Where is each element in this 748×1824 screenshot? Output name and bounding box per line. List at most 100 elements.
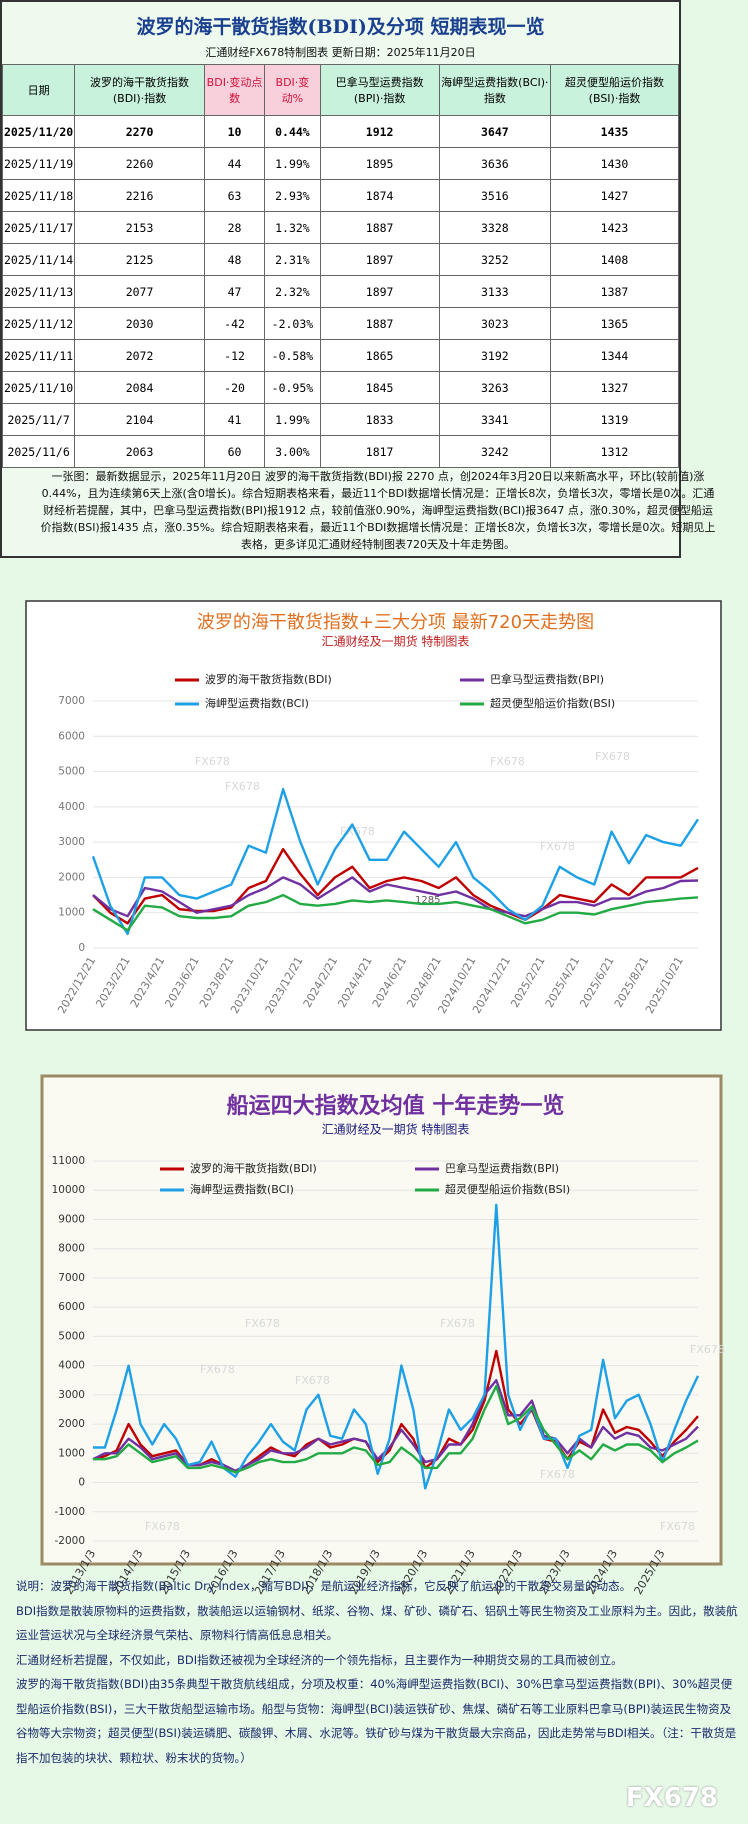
table-cell: 1435 — [550, 115, 679, 148]
table-cell: -2.03% — [264, 307, 321, 340]
table-row: 2025/11/10 2084 -20 -0.95% 1845 3263 1327 — [1, 371, 679, 404]
series-line — [92, 893, 699, 932]
table-title: 波罗的海干散货指数(BDI)及分项 短期表现一览 — [136, 16, 545, 38]
table-cell: 2153 — [74, 211, 205, 244]
table-cell: 1833 — [319, 403, 440, 436]
table-cell: 10 — [203, 115, 266, 148]
watermark: FX678 — [195, 755, 230, 768]
table-cell: 2025/11/19 — [1, 147, 76, 180]
watermark: FX678 — [200, 1363, 235, 1376]
watermark: FX678 — [660, 1520, 695, 1533]
column-header: BDI·变动% — [264, 64, 321, 116]
note-paragraph: 说明：波罗的海干散货指数(Baltic Dry Index，缩写BDI)，是航运… — [16, 1579, 632, 1593]
table-cell: 44 — [203, 147, 266, 180]
table-cell: 2025/11/17 — [1, 211, 76, 244]
table-cell: 1387 — [550, 275, 679, 308]
table-row: 2025/11/18 2216 63 2.93% 1874 3516 1427 — [1, 179, 679, 212]
table-row: 2025/11/14 2125 48 2.31% 1897 3252 1408 — [1, 243, 679, 276]
table-cell: 1874 — [319, 179, 440, 212]
table-cell: 2025/11/20 — [1, 115, 76, 148]
series-line — [92, 848, 699, 925]
x-tick-label: 2025/2/21 — [508, 955, 547, 1010]
table-cell: 2025/11/10 — [1, 371, 76, 404]
table-cell: 2025/11/12 — [1, 307, 76, 340]
note-paragraph: 波罗的海干散货指数(BDI)由35条典型干散货航线组成，分项及权重：40%海岬型… — [16, 1677, 737, 1765]
table-row: 2025/11/7 2104 41 1.99% 1833 3341 1319 — [1, 403, 679, 436]
table-cell: 1.99% — [264, 147, 321, 180]
y-tick-label: 9000 — [58, 1213, 85, 1225]
table-cell: 2025/11/11 — [1, 339, 76, 372]
summary-panel: 波罗的海干散货指数(BDI)及分项 短期表现一览 汇通财经FX678特制图表 更… — [0, 0, 681, 558]
table-cell: 1.32% — [264, 211, 321, 244]
table-cell: 2084 — [74, 371, 205, 404]
table-cell: 3.00% — [264, 435, 321, 468]
chart-frame — [25, 600, 722, 1031]
y-tick-label: 5000 — [58, 1330, 85, 1342]
note-paragraph: BDI指数是散装原物料的运费指数，散装船运以运输钢材、纸浆、谷物、煤、矿砂、磷矿… — [16, 1603, 738, 1643]
data-table: 日期 波罗的海干散货指数(BDI)·指数 BDI·变动点数 BDI·变动% 巴拿马型运费… — [1, 64, 679, 468]
y-tick-label: 2000 — [58, 871, 85, 883]
x-tick-label: 2024/8/21 — [404, 955, 443, 1010]
x-tick-label: 2024/6/21 — [370, 955, 409, 1010]
table-cell: 3328 — [438, 211, 552, 244]
table-cell: 1319 — [550, 403, 679, 436]
table-cell: 2072 — [74, 339, 205, 372]
table-cell: 2270 — [74, 115, 205, 148]
y-tick-label: 7000 — [58, 695, 85, 707]
column-header: 巴拿马型运费指数(BPI)·指数 — [319, 64, 440, 116]
y-tick-label: 1000 — [58, 907, 85, 919]
legend-label: 巴拿马型运费指数(BPI) — [490, 672, 604, 686]
series-line — [92, 1379, 699, 1472]
x-tick-label: 2023/2/21 — [93, 955, 132, 1010]
table-cell: 2025/11/7 — [1, 403, 76, 436]
table-cell: 1887 — [319, 307, 440, 340]
column-header: 超灵便型船运价指数(BSI)·指数 — [550, 64, 679, 116]
table-cell: 60 — [203, 435, 266, 468]
table-cell: 1423 — [550, 211, 679, 244]
table-cell: 1.99% — [264, 403, 321, 436]
table-cell: 2025/11/6 — [1, 435, 76, 468]
y-tick-label: 10000 — [52, 1184, 85, 1196]
table-cell: 41 — [203, 403, 266, 436]
table-cell: 3647 — [438, 115, 552, 148]
table-cell: 2077 — [74, 275, 205, 308]
table-cell: 2125 — [74, 243, 205, 276]
x-tick-label: 2025/4/21 — [543, 955, 582, 1010]
y-tick-label: 0 — [78, 942, 85, 954]
table-cell: 1817 — [319, 435, 440, 468]
table-cell: 1365 — [550, 307, 679, 340]
table-cell: 63 — [203, 179, 266, 212]
x-tick-label: 2023/8/21 — [197, 955, 236, 1010]
table-cell: -0.95% — [264, 371, 321, 404]
x-tick-label: 2024/2/21 — [301, 955, 340, 1010]
table-cell: 3242 — [438, 435, 552, 468]
x-tick-label: 2023/12/21 — [263, 955, 306, 1016]
table-cell: 1312 — [550, 435, 679, 468]
legend-label: 超灵便型船运价指数(BSI) — [490, 696, 615, 710]
x-tick-label: 2024/12/21 — [470, 955, 513, 1016]
table-cell: 2063 — [74, 435, 205, 468]
x-tick-label: 2023/6/21 — [162, 955, 201, 1010]
watermark: FX678 — [245, 1317, 280, 1330]
series-line — [93, 1384, 699, 1474]
table-cell: 1408 — [550, 243, 679, 276]
x-tick-label: 2023/10/21 — [228, 955, 271, 1016]
series-line — [92, 876, 699, 918]
table-cell: 1865 — [319, 339, 440, 372]
y-tick-label: 4000 — [58, 1360, 85, 1372]
legend-label: 海岬型运费指数(BCI) — [190, 1182, 294, 1196]
legend-label: 巴拿马型运费指数(BPI) — [445, 1161, 559, 1175]
table-cell: -12 — [203, 339, 266, 372]
table-cell: -42 — [203, 307, 266, 340]
legend-label: 波罗的海干散货指数(BDI) — [190, 1161, 317, 1175]
summary-text: 一张图：最新数据显示，2025年11月20日 波罗的海干散货指数(BDI)报 2… — [40, 470, 716, 551]
y-tick-label: 4000 — [58, 801, 85, 813]
table-cell: 1897 — [319, 243, 440, 276]
table-cell: 3023 — [438, 307, 552, 340]
y-tick-label: 1000 — [58, 1447, 85, 1459]
x-tick-label: 2025/8/21 — [612, 955, 651, 1010]
y-tick-label: 3000 — [58, 836, 85, 848]
y-tick-label: 5000 — [58, 766, 85, 778]
table-cell: 2030 — [74, 307, 205, 340]
